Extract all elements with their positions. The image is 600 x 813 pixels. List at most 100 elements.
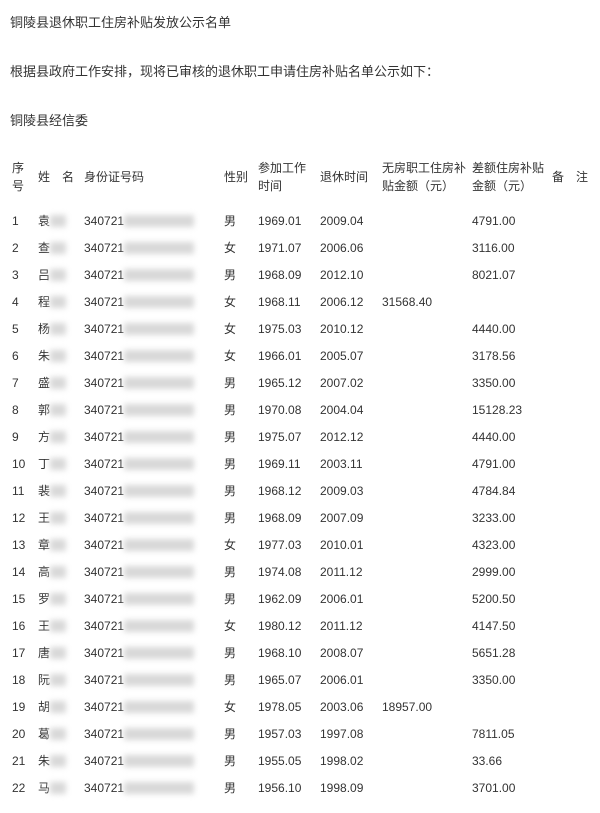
cell-note [550,639,590,666]
cell-a2: 4784.84 [470,477,550,504]
work-value: 1969.11 [258,457,301,471]
redacted-id [124,458,194,470]
redacted-id [124,674,194,686]
cell-work: 1971.07 [256,234,318,261]
cell-name: 高 [36,558,82,585]
cell-name: 查 [36,234,82,261]
table-row: 6朱340721女1966.012005.073178.56 [10,342,590,369]
redacted-name [50,215,66,227]
work-value: 1980.12 [258,619,301,633]
ret-value: 2006.06 [320,241,363,255]
ret-value: 1997.08 [320,727,363,741]
cell-idx: 3 [10,261,36,288]
cell-sex: 男 [222,558,256,585]
cell-idx: 14 [10,558,36,585]
cell-name: 吕 [36,261,82,288]
cell-idx: 9 [10,423,36,450]
cell-sex: 男 [222,639,256,666]
work-value: 1970.08 [258,403,301,417]
cell-idx: 15 [10,585,36,612]
surname: 裴 [38,482,50,499]
id-prefix: 340721 [84,619,124,633]
a2-value: 8021.07 [472,268,515,282]
cell-id: 340721 [82,693,222,720]
redacted-id [124,701,194,713]
cell-a2: 3178.56 [470,342,550,369]
idx-value: 9 [12,430,19,444]
redacted-name [50,782,66,794]
col-a2: 差额住房补贴金额（元） [470,154,550,207]
work-value: 1977.03 [258,538,301,552]
cell-idx: 16 [10,612,36,639]
cell-idx: 13 [10,531,36,558]
ret-value: 1998.02 [320,754,363,768]
org-name: 铜陵县经信委 [10,110,590,129]
id-prefix: 340721 [84,322,124,336]
sex-value: 女 [224,538,236,552]
a2-value: 4784.84 [472,484,515,498]
idx-value: 8 [12,403,19,417]
cell-ret: 1998.02 [318,747,380,774]
ret-value: 2009.04 [320,214,363,228]
id-prefix: 340721 [84,727,124,741]
table-row: 20葛340721男1957.031997.087811.05 [10,720,590,747]
redacted-name [50,674,66,686]
redacted-name [50,539,66,551]
cell-a1 [380,612,470,639]
surname: 朱 [38,347,50,364]
work-value: 1975.03 [258,322,301,336]
a2-value: 4440.00 [472,430,515,444]
cell-sex: 男 [222,423,256,450]
cell-sex: 女 [222,234,256,261]
cell-ret: 2009.04 [318,207,380,234]
idx-value: 17 [12,646,25,660]
a2-value: 3701.00 [472,781,515,795]
table-row: 22马340721男1956.101998.093701.00 [10,774,590,801]
cell-note [550,207,590,234]
idx-value: 14 [12,565,25,579]
a1-value: 18957.00 [382,700,432,714]
surname: 马 [38,779,50,796]
cell-name: 朱 [36,342,82,369]
ret-value: 2005.07 [320,349,363,363]
cell-a1 [380,342,470,369]
cell-idx: 22 [10,774,36,801]
cell-a2: 7811.05 [470,720,550,747]
sex-value: 女 [224,619,236,633]
cell-work: 1968.12 [256,477,318,504]
cell-a1 [380,504,470,531]
cell-idx: 1 [10,207,36,234]
a2-value: 3116.00 [472,241,515,255]
ret-value: 2011.12 [320,619,363,633]
cell-idx: 11 [10,477,36,504]
ret-value: 2008.07 [320,646,363,660]
sex-value: 男 [224,673,236,687]
cell-name: 马 [36,774,82,801]
table-row: 9方340721男1975.072012.124440.00 [10,423,590,450]
sex-value: 男 [224,592,236,606]
a2-value: 3350.00 [472,376,515,390]
work-value: 1969.01 [258,214,301,228]
cell-id: 340721 [82,531,222,558]
cell-a1 [380,234,470,261]
cell-id: 340721 [82,423,222,450]
cell-a1 [380,207,470,234]
cell-id: 340721 [82,774,222,801]
cell-work: 1969.11 [256,450,318,477]
surname: 吕 [38,266,50,283]
table-row: 3吕340721男1968.092012.108021.07 [10,261,590,288]
work-value: 1965.12 [258,376,301,390]
cell-a2: 4440.00 [470,315,550,342]
cell-ret: 2010.01 [318,531,380,558]
redacted-id [124,296,194,308]
cell-a1 [380,747,470,774]
redacted-name [50,701,66,713]
redacted-name [50,269,66,281]
cell-sex: 女 [222,612,256,639]
table-row: 19胡340721女1978.052003.0618957.00 [10,693,590,720]
id-prefix: 340721 [84,214,124,228]
redacted-name [50,647,66,659]
cell-note [550,261,590,288]
redacted-name [50,566,66,578]
sex-value: 男 [224,565,236,579]
